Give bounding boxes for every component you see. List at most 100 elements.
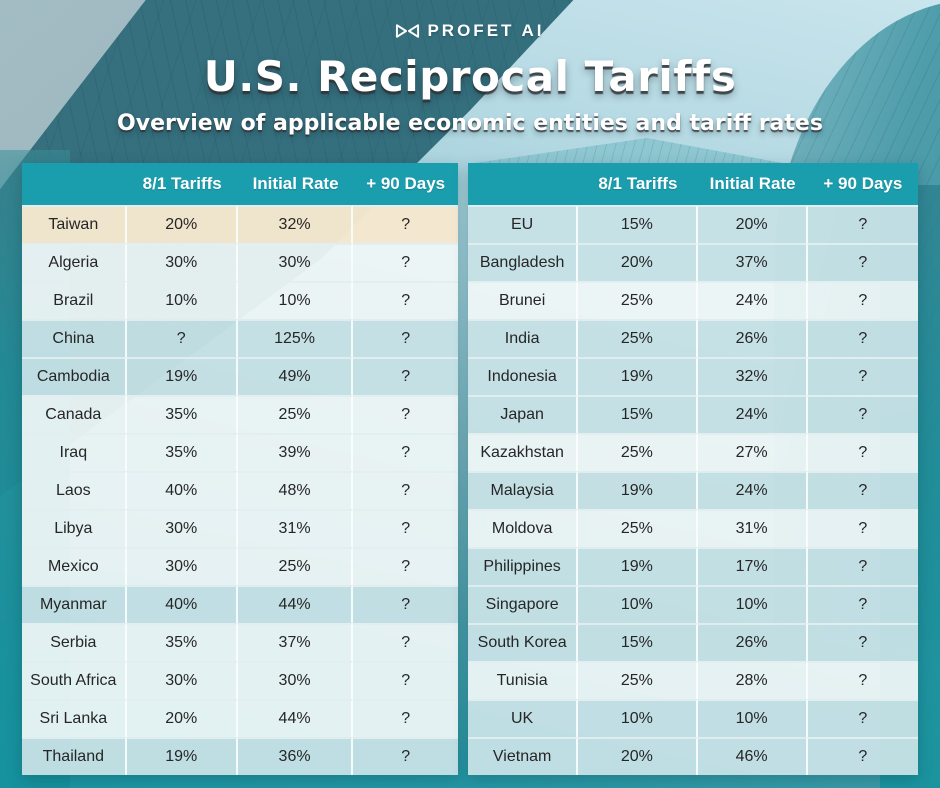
value-cell: 10%	[126, 281, 238, 319]
table-row: Myanmar 40% 44%?	[22, 585, 458, 623]
value-cell: 19%	[126, 737, 238, 775]
value-cell: 15%	[578, 205, 698, 243]
value-cell: 36%	[237, 737, 354, 775]
table-row: Singapore 10% 10%?	[468, 585, 918, 623]
value-cell: ?	[353, 433, 458, 471]
value-cell: ?	[807, 433, 918, 471]
entity-cell: Mexico	[22, 547, 127, 585]
value-cell: 25%	[578, 661, 698, 699]
value-cell: ?	[353, 205, 458, 243]
entity-cell: Brunei	[468, 281, 579, 319]
entity-cell: China	[22, 319, 127, 357]
column-header: 8/1 Tariffs	[578, 163, 698, 205]
column-header: + 90 Days	[807, 163, 918, 205]
entity-cell: Singapore	[468, 585, 579, 623]
value-cell: ?	[807, 623, 918, 661]
entity-column-header	[468, 163, 579, 205]
value-cell: 125%	[237, 319, 354, 357]
value-cell: 40%	[126, 585, 238, 623]
value-cell: ?	[807, 737, 918, 775]
value-cell: ?	[353, 623, 458, 661]
table-row: Serbia 35% 37%?	[22, 623, 458, 661]
entity-cell: Bangladesh	[468, 243, 579, 281]
value-cell: 37%	[237, 623, 354, 661]
value-cell: 30%	[126, 509, 238, 547]
value-cell: 48%	[237, 471, 354, 509]
table-row: India 25% 26%?	[468, 319, 918, 357]
value-cell: 35%	[126, 433, 238, 471]
value-cell: ?	[807, 509, 918, 547]
table-row: Kazakhstan 25% 27%?	[468, 433, 918, 471]
entity-cell: Cambodia	[22, 357, 127, 395]
column-header: Initial Rate	[697, 163, 808, 205]
value-cell: 30%	[126, 661, 238, 699]
entity-cell: India	[468, 319, 579, 357]
value-cell: 37%	[697, 243, 808, 281]
table-row: Philippines 19% 17%?	[468, 547, 918, 585]
table-header-row: 8/1 Tariffs Initial Rate + 90 Days	[468, 163, 918, 205]
value-cell: ?	[126, 319, 238, 357]
value-cell: 25%	[578, 433, 698, 471]
table-row: Iraq 35% 39%?	[22, 433, 458, 471]
entity-cell: Brazil	[22, 281, 127, 319]
value-cell: ?	[807, 243, 918, 281]
entity-cell: Indonesia	[468, 357, 579, 395]
brand-name: PROFET AI	[427, 21, 545, 40]
value-cell: ?	[353, 509, 458, 547]
value-cell: 20%	[697, 205, 808, 243]
table-row: Libya 30% 31%?	[22, 509, 458, 547]
value-cell: ?	[807, 319, 918, 357]
entity-cell: Moldova	[468, 509, 579, 547]
entity-cell: Kazakhstan	[468, 433, 579, 471]
column-header: + 90 Days	[353, 163, 458, 205]
value-cell: 30%	[237, 661, 354, 699]
value-cell: 15%	[578, 395, 698, 433]
table-row: Japan 15% 24%?	[468, 395, 918, 433]
entity-cell: Taiwan	[22, 205, 127, 243]
page-subtitle: Overview of applicable economic entities…	[117, 111, 823, 136]
table-row: Canada 35% 25%?	[22, 395, 458, 433]
value-cell: 20%	[578, 243, 698, 281]
value-cell: 27%	[697, 433, 808, 471]
value-cell: 25%	[578, 319, 698, 357]
value-cell: 35%	[126, 623, 238, 661]
table-header-row: 8/1 Tariffs Initial Rate + 90 Days	[22, 163, 458, 205]
entity-cell: South Korea	[468, 623, 579, 661]
value-cell: 32%	[237, 205, 354, 243]
value-cell: 26%	[697, 623, 808, 661]
entity-cell: EU	[468, 205, 579, 243]
value-cell: ?	[353, 547, 458, 585]
value-cell: 10%	[578, 699, 698, 737]
entity-cell: Libya	[22, 509, 127, 547]
value-cell: 20%	[126, 699, 238, 737]
value-cell: ?	[353, 585, 458, 623]
value-cell: ?	[807, 395, 918, 433]
value-cell: 30%	[126, 243, 238, 281]
table-row: Vietnam 20% 46%?	[468, 737, 918, 775]
entity-cell: Vietnam	[468, 737, 579, 775]
value-cell: 10%	[237, 281, 354, 319]
table-row: Mexico 30% 25%?	[22, 547, 458, 585]
value-cell: 20%	[578, 737, 698, 775]
value-cell: ?	[807, 357, 918, 395]
table-row: UK 10% 10%?	[468, 699, 918, 737]
value-cell: ?	[807, 661, 918, 699]
entity-cell: Canada	[22, 395, 127, 433]
value-cell: ?	[807, 281, 918, 319]
value-cell: 10%	[697, 699, 808, 737]
entity-cell: Serbia	[22, 623, 127, 661]
table-row: EU 15% 20%?	[468, 205, 918, 243]
table-row: Brazil 10% 10%?	[22, 281, 458, 319]
value-cell: ?	[353, 281, 458, 319]
entity-cell: UK	[468, 699, 579, 737]
entity-cell: Algeria	[22, 243, 127, 281]
value-cell: 26%	[697, 319, 808, 357]
entity-cell: Malaysia	[468, 471, 579, 509]
entity-column-header	[22, 163, 127, 205]
value-cell: ?	[353, 319, 458, 357]
entity-cell: Tunisia	[468, 661, 579, 699]
value-cell: 35%	[126, 395, 238, 433]
value-cell: ?	[353, 357, 458, 395]
value-cell: ?	[353, 395, 458, 433]
